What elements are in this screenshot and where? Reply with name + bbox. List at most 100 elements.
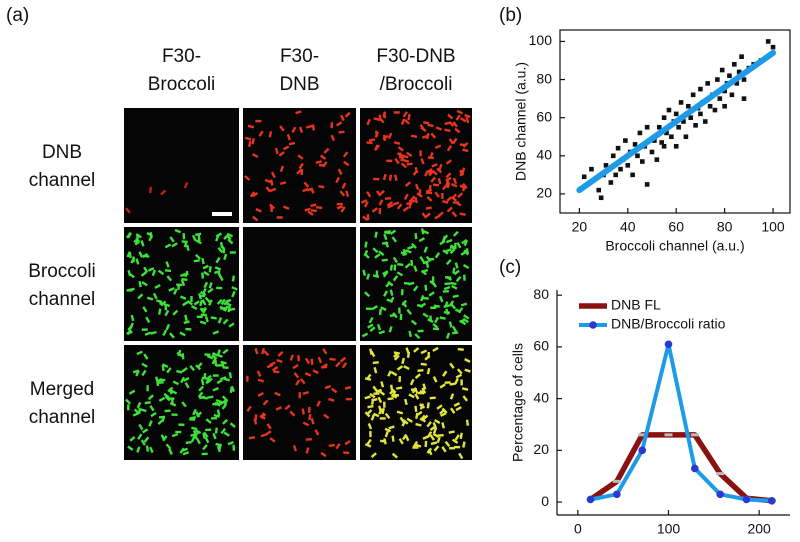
cell bbox=[127, 445, 134, 451]
micrograph bbox=[243, 108, 356, 223]
cell bbox=[393, 141, 401, 145]
cell bbox=[400, 162, 407, 169]
cell bbox=[247, 124, 255, 129]
cell bbox=[422, 414, 429, 421]
cell bbox=[149, 186, 153, 194]
cell bbox=[364, 443, 372, 448]
cell bbox=[421, 387, 427, 394]
cell bbox=[462, 441, 466, 448]
cell bbox=[266, 423, 272, 430]
cell bbox=[244, 136, 252, 141]
marker bbox=[664, 340, 673, 349]
y-tick-label: 80 bbox=[536, 70, 552, 86]
cell bbox=[364, 395, 371, 400]
cell bbox=[305, 447, 310, 454]
cell bbox=[378, 199, 384, 206]
cell bbox=[439, 408, 446, 415]
cell bbox=[393, 174, 398, 181]
cell bbox=[378, 114, 382, 121]
cell bbox=[441, 192, 444, 199]
cell bbox=[336, 205, 344, 210]
cell bbox=[384, 412, 391, 420]
cell bbox=[366, 141, 373, 145]
cell bbox=[362, 215, 369, 222]
cell bbox=[170, 389, 178, 395]
cell bbox=[177, 283, 180, 290]
cell bbox=[445, 332, 451, 339]
row-label: channel bbox=[29, 170, 96, 191]
cell bbox=[439, 295, 444, 303]
cell bbox=[178, 423, 185, 426]
cell bbox=[143, 436, 150, 443]
micrograph bbox=[243, 345, 356, 460]
cell bbox=[274, 391, 281, 397]
cell bbox=[255, 208, 262, 213]
cell bbox=[193, 300, 200, 306]
micrograph-bg bbox=[124, 108, 239, 223]
cell bbox=[422, 260, 430, 265]
cell bbox=[183, 241, 188, 248]
column-header: F30- bbox=[280, 46, 319, 67]
cell bbox=[194, 429, 202, 435]
cell bbox=[180, 279, 186, 287]
cell bbox=[200, 378, 205, 386]
cell bbox=[373, 367, 378, 374]
cell bbox=[454, 242, 457, 249]
cell bbox=[381, 407, 385, 415]
cell bbox=[165, 261, 170, 268]
cell bbox=[222, 366, 229, 370]
cell bbox=[141, 428, 149, 434]
cell bbox=[449, 407, 456, 414]
marker bbox=[768, 496, 776, 505]
cell bbox=[320, 154, 327, 160]
cell bbox=[208, 266, 212, 273]
cell bbox=[343, 451, 350, 455]
cell bbox=[462, 263, 470, 270]
cell bbox=[128, 272, 135, 279]
cell bbox=[217, 317, 223, 324]
cell bbox=[441, 422, 446, 429]
cell bbox=[340, 114, 345, 122]
cell bbox=[266, 363, 274, 369]
cell bbox=[378, 330, 386, 335]
cell bbox=[220, 307, 227, 310]
cell bbox=[272, 366, 279, 372]
cell bbox=[441, 446, 447, 453]
cell bbox=[418, 237, 426, 243]
cell bbox=[210, 416, 218, 420]
cell bbox=[330, 134, 336, 142]
cell bbox=[315, 160, 323, 164]
cell bbox=[453, 269, 460, 276]
cell bbox=[125, 398, 132, 405]
cell bbox=[204, 296, 211, 303]
cell bbox=[372, 247, 379, 254]
cell bbox=[126, 232, 133, 239]
cell bbox=[196, 411, 203, 418]
cell bbox=[304, 357, 311, 365]
cell bbox=[386, 201, 394, 207]
point bbox=[661, 115, 667, 120]
cell bbox=[279, 125, 285, 132]
cell bbox=[335, 121, 343, 127]
point bbox=[717, 96, 723, 101]
cell bbox=[434, 214, 441, 220]
cell bbox=[269, 179, 274, 186]
cell bbox=[232, 444, 236, 451]
cell bbox=[462, 182, 468, 190]
cell bbox=[339, 356, 347, 363]
cell bbox=[363, 201, 369, 208]
point bbox=[640, 159, 645, 164]
cell bbox=[204, 353, 211, 356]
cell bbox=[174, 228, 182, 234]
cell bbox=[422, 383, 427, 390]
cell bbox=[449, 446, 456, 450]
legend-marker bbox=[589, 321, 597, 329]
cell bbox=[429, 396, 436, 400]
x-tick-label: 0 bbox=[574, 521, 582, 537]
cell bbox=[445, 238, 453, 244]
cell bbox=[212, 432, 217, 440]
cell bbox=[373, 392, 380, 395]
cell bbox=[147, 267, 155, 272]
micrograph bbox=[360, 108, 472, 223]
marker bbox=[586, 495, 595, 504]
